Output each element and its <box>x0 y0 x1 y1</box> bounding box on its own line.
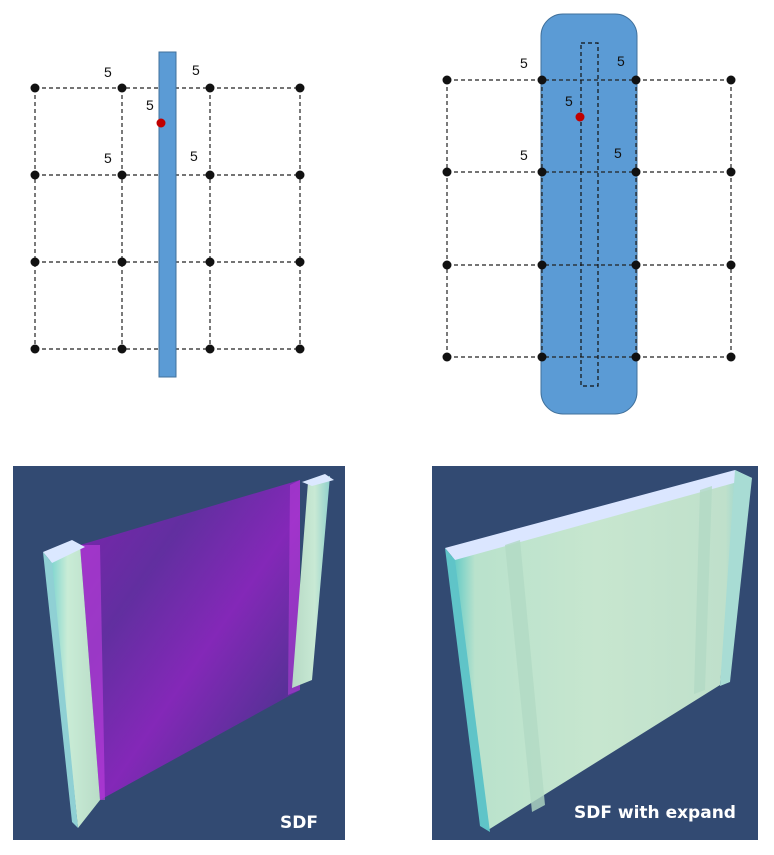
sample-point <box>575 112 585 122</box>
distance-label: 5 <box>520 147 528 163</box>
distance-label: 5 <box>565 93 573 109</box>
distance-label: 5 <box>192 62 200 78</box>
wall-right-edge <box>720 470 752 686</box>
wall-inner-ridge <box>505 540 545 812</box>
left-post-top <box>43 540 85 563</box>
sample-point <box>156 118 166 128</box>
diagram-sdf-without-expand: 5 5 5 5 5 <box>30 51 305 378</box>
distance-label: 5 <box>104 64 112 80</box>
render-caption: SDF <box>280 813 318 833</box>
obstacle-bar <box>158 51 177 378</box>
grid-nodes <box>442 75 736 362</box>
diagram-sdf-with-expand: 5 5 5 5 5 <box>442 13 736 415</box>
sdf-interior <box>80 480 300 800</box>
render-caption: SDF with expand <box>574 803 736 823</box>
distance-label: 5 <box>146 97 154 113</box>
expanded-obstacle <box>540 13 638 415</box>
interior-edge <box>80 545 105 800</box>
grid-lines <box>446 79 732 358</box>
left-post-face <box>50 545 100 828</box>
distance-label: 5 <box>104 150 112 166</box>
render-sdf-expand: SDF with expand <box>432 466 758 840</box>
expanded-wall-top <box>445 470 752 560</box>
distance-label: 5 <box>190 148 198 164</box>
distance-label: 5 <box>617 53 625 69</box>
distance-label: 5 <box>614 145 622 161</box>
wall-inner-ridge <box>694 486 712 694</box>
distance-label: 5 <box>520 55 528 71</box>
render-sdf: SDF <box>13 466 345 840</box>
wall-left-edge <box>445 548 490 832</box>
left-post-edge <box>43 552 78 828</box>
right-post-face <box>292 476 330 688</box>
expanded-wall-face <box>452 478 740 830</box>
original-obstacle-outline <box>580 42 599 387</box>
right-post-top <box>302 474 334 486</box>
grid-lines <box>34 87 301 350</box>
grid-nodes <box>30 83 305 354</box>
